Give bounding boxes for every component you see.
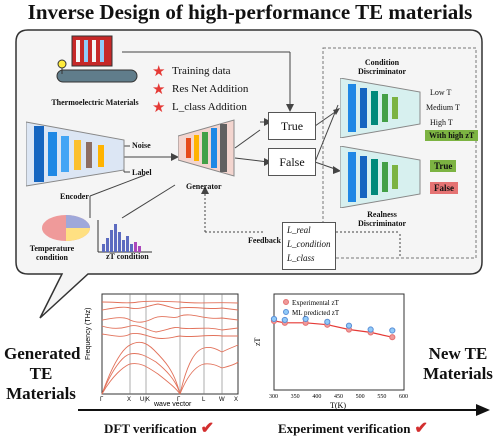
zt-chart: 300 350 400 450 500 550 600 zT T(K) Experiment…	[253, 293, 408, 410]
zt-legend-experimental: Experimental zT	[292, 299, 340, 307]
page-title: Inverse Design of high-performance TE ma…	[27, 0, 473, 24]
generator-network	[178, 119, 235, 177]
kpoint-label: Γ	[100, 397, 104, 403]
experiment-verification-label: Experiment verification ✔	[278, 418, 428, 438]
predicted-point	[367, 326, 374, 333]
zt-legend-predicted: ML predicted zT	[292, 309, 340, 317]
x-tick-label: 300	[269, 394, 278, 400]
legend-item-lclass: L_class Addition	[172, 101, 247, 113]
realness-discriminator-network	[340, 146, 421, 208]
kpoint-label: Γ	[177, 397, 181, 403]
predicted-point	[389, 327, 396, 334]
band-structure-plot: Frequency (THz) wave vector Γ X U|K Γ L …	[85, 293, 239, 408]
encoder-network	[26, 121, 125, 187]
check-icon: ✔	[414, 420, 428, 437]
dft-verification-label: DFT verification ✔	[104, 418, 214, 438]
condition-output-medium: Medium T	[426, 103, 460, 112]
x-tick-label: 600	[399, 394, 408, 400]
predicted-point	[270, 315, 278, 323]
dft-verification-text: DFT verification	[104, 421, 197, 436]
x-tick-label: 350	[291, 394, 300, 400]
false-box: False	[268, 148, 316, 176]
legend-item-resnet: Res Net Addition	[172, 83, 249, 95]
generated-materials-label: Generated TE Materials	[4, 344, 81, 403]
label-label: Label	[132, 168, 152, 177]
band-xlabel: wave vector	[153, 401, 192, 408]
kpoint-label: W	[219, 397, 225, 403]
new-materials-label: New TE Materials	[423, 344, 493, 383]
predicted-point	[281, 316, 288, 324]
workflow-arrow	[78, 404, 490, 416]
predicted-point	[345, 322, 353, 329]
zt-condition-label: zT condition	[106, 252, 149, 261]
source-label: Thermoelectric Materials	[51, 98, 139, 107]
loss-term: L_real	[287, 225, 311, 235]
true-box: True	[268, 112, 316, 140]
x-tick-label: 450	[334, 394, 343, 400]
loss-box: L_real L_condition L_class	[282, 222, 336, 270]
zt-chart-xlabel: T(K)	[330, 401, 346, 410]
temperature-pie-icon	[42, 215, 90, 241]
loss-term: L_condition	[287, 239, 331, 249]
condition-disc-label: Condition Discriminator	[358, 58, 406, 76]
x-tick-label: 400	[312, 394, 321, 400]
generator-label: Generator	[186, 182, 222, 191]
loss-term: L_class	[287, 253, 315, 263]
predicted-point	[324, 318, 331, 325]
realness-disc-label: Realness Discriminator	[358, 210, 406, 228]
temperature-label: Temperature condition	[29, 244, 75, 262]
star-icon: ★	[152, 100, 166, 116]
condition-output-high: High T	[430, 118, 453, 127]
thermoelectric-device-icon	[56, 35, 138, 83]
kpoint-label: X	[127, 397, 131, 403]
check-icon: ✔	[200, 420, 214, 437]
kpoint-label: X	[234, 397, 238, 403]
condition-output-low: Low T	[430, 88, 452, 97]
noise-label: Noise	[132, 141, 151, 150]
realness-true-badge: True	[430, 160, 457, 172]
star-icon: ★	[152, 82, 166, 98]
condition-discriminator-network	[340, 78, 421, 138]
experimental-point	[389, 334, 396, 341]
realness-false-badge: False	[430, 182, 458, 194]
predicted-point	[302, 315, 309, 323]
legend-marker-experimental	[283, 299, 289, 305]
zt-histogram-icon	[97, 220, 152, 253]
with-high-zt-badge: With high zT	[425, 130, 479, 141]
feedback-label: Feedback	[248, 236, 281, 245]
kpoint-label: U|K	[140, 397, 150, 403]
star-icon: ★	[152, 64, 166, 80]
experiment-verification-text: Experiment verification	[278, 421, 411, 436]
encoder-label: Encoder	[60, 192, 89, 201]
kpoint-label: L	[202, 397, 206, 403]
x-tick-label: 550	[377, 394, 386, 400]
x-tick-label: 500	[356, 394, 365, 400]
band-ylabel: Frequency (THz)	[85, 307, 92, 360]
legend-marker-predicted	[283, 309, 289, 315]
zt-chart-ylabel: zT	[253, 337, 262, 346]
legend-item-training: Training data	[172, 65, 231, 77]
